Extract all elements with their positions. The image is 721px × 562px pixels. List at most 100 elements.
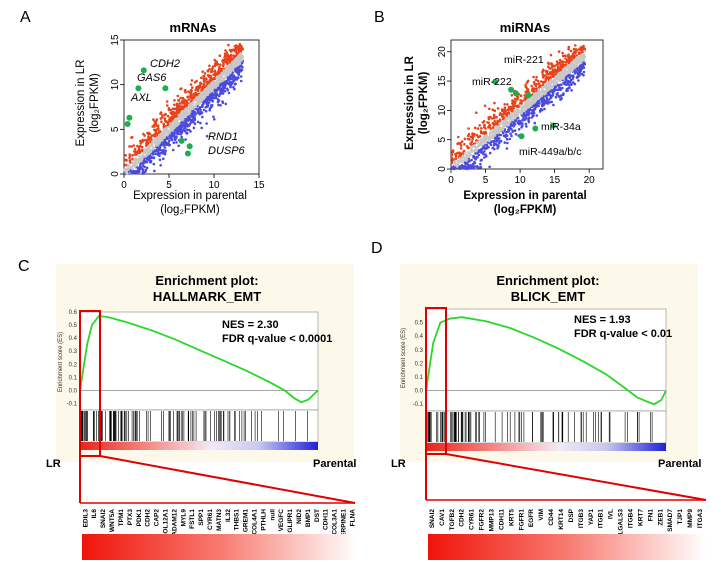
unchanged-point — [569, 65, 572, 69]
es-tick-label: 0.5 — [415, 321, 424, 327]
down-point — [485, 155, 488, 158]
mir-label-222: miR-222 — [472, 76, 512, 88]
up-point — [190, 97, 194, 100]
unchanged-point — [173, 119, 176, 122]
leading-edge-box-d — [425, 307, 447, 455]
panel-a-xlabel-1: Expression in parental — [133, 190, 247, 202]
up-point — [124, 154, 127, 157]
unchanged-point — [561, 68, 565, 72]
down-point — [488, 151, 492, 155]
down-point — [207, 101, 211, 104]
down-point — [548, 98, 551, 101]
down-point — [180, 126, 183, 129]
up-point — [125, 158, 128, 162]
panel-b: B miRNAs Expression in LR (log₂FPKM) Exp… — [374, 9, 604, 216]
up-point — [208, 79, 212, 83]
unchanged-point — [536, 91, 539, 95]
down-point — [557, 83, 561, 87]
x-tick-label: 10 — [208, 180, 220, 191]
down-point — [576, 75, 579, 79]
up-point — [231, 48, 235, 52]
gene-label: ZEB1 — [657, 509, 664, 526]
gene-label-gas6: GAS6 — [137, 72, 167, 84]
gene-label: FN1 — [647, 509, 654, 522]
up-point — [134, 153, 138, 156]
up-point — [159, 111, 163, 114]
up-point — [503, 106, 507, 109]
gene-label: SERPINE1 — [341, 509, 348, 542]
down-point — [219, 84, 222, 87]
up-point — [163, 113, 166, 117]
unchanged-point — [160, 139, 164, 142]
unchanged-point — [493, 128, 496, 132]
up-point — [532, 80, 536, 84]
unchanged-point — [571, 69, 574, 72]
unchanged-point — [200, 99, 203, 102]
down-point — [510, 134, 513, 138]
down-point — [208, 93, 212, 96]
up-point — [545, 75, 549, 79]
unchanged-point — [484, 141, 487, 145]
up-point — [163, 117, 167, 120]
up-point — [138, 151, 141, 154]
x-tick-label: 15 — [253, 180, 265, 191]
zoom-line-right-d — [445, 453, 707, 501]
es-axis-label: Enrichment score (ES) — [58, 332, 64, 392]
y-tick-label: 15 — [437, 75, 448, 87]
unchanged-point — [514, 113, 518, 117]
up-point — [131, 154, 134, 157]
down-point — [524, 117, 528, 120]
up-point — [186, 95, 189, 99]
unchanged-point — [520, 108, 524, 112]
unchanged-point — [557, 71, 561, 75]
down-point — [199, 108, 202, 112]
up-point — [567, 47, 570, 51]
up-point — [177, 98, 180, 102]
down-point — [183, 129, 187, 133]
unchanged-point — [210, 81, 214, 85]
highlight-point — [186, 143, 193, 150]
unchanged-point — [504, 118, 508, 121]
up-point — [454, 155, 458, 158]
unchanged-point — [145, 150, 149, 154]
down-point — [567, 86, 571, 90]
down-point — [202, 108, 206, 112]
unchanged-point — [151, 147, 155, 150]
down-point — [221, 92, 225, 95]
unchanged-point — [171, 122, 174, 126]
down-point — [221, 89, 224, 93]
up-point — [480, 127, 483, 130]
gene-label: VIM — [538, 509, 545, 521]
down-point — [548, 90, 551, 94]
up-point — [176, 94, 180, 98]
up-point — [463, 137, 467, 141]
down-point — [136, 166, 140, 169]
es-tick-label: 0.3 — [69, 349, 78, 355]
gene-label: MYL9 — [180, 509, 187, 527]
unchanged-point — [161, 132, 164, 136]
gene-label: MMP13 — [489, 509, 496, 532]
up-point — [473, 126, 477, 130]
unchanged-point — [184, 108, 187, 111]
down-point — [479, 148, 483, 151]
up-point — [550, 62, 553, 65]
up-point — [567, 45, 571, 49]
up-point — [467, 146, 470, 150]
unchanged-point — [229, 67, 233, 71]
up-point — [470, 140, 474, 143]
down-point — [225, 87, 229, 91]
down-point — [556, 92, 559, 95]
up-point — [200, 88, 203, 92]
down-point — [554, 95, 558, 99]
down-point — [513, 129, 517, 132]
up-point — [458, 151, 461, 154]
up-point — [200, 76, 203, 80]
up-point — [541, 75, 545, 79]
up-point — [219, 63, 222, 66]
up-point — [537, 86, 541, 89]
unchanged-point — [546, 89, 549, 92]
unchanged-point — [180, 112, 183, 116]
unchanged-point — [534, 93, 537, 97]
unchanged-point — [188, 109, 191, 112]
down-point — [465, 165, 469, 169]
